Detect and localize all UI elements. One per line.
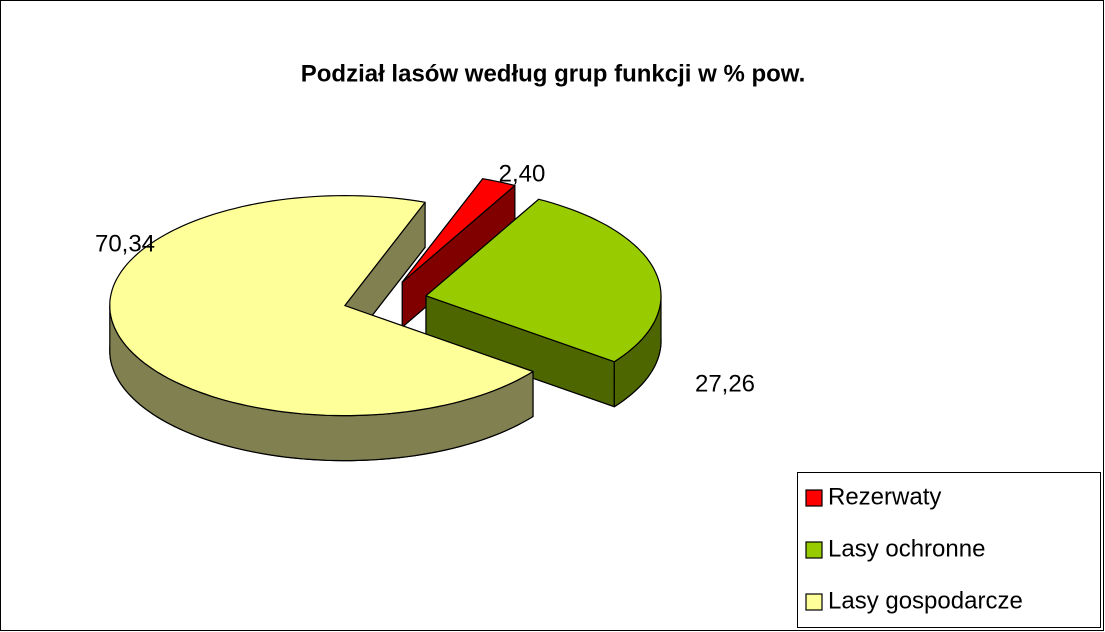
legend-label: Rezerwaty (828, 483, 941, 510)
data-label: 2,40 (499, 160, 546, 187)
chart-title: Podział lasów według grup funkcji w % po… (301, 60, 805, 87)
legend-swatch (805, 489, 823, 507)
legend-label: Lasy gospodarcze (828, 587, 1023, 614)
legend-label: Lasy ochronne (828, 535, 985, 562)
legend-swatch (805, 593, 823, 611)
legend-box (797, 472, 1101, 628)
slice-top (425, 198, 662, 363)
data-label: 70,34 (95, 230, 155, 257)
slice-top (109, 195, 534, 417)
slice-top (401, 178, 516, 283)
legend-swatch (805, 541, 823, 559)
data-label: 27,26 (695, 370, 755, 397)
